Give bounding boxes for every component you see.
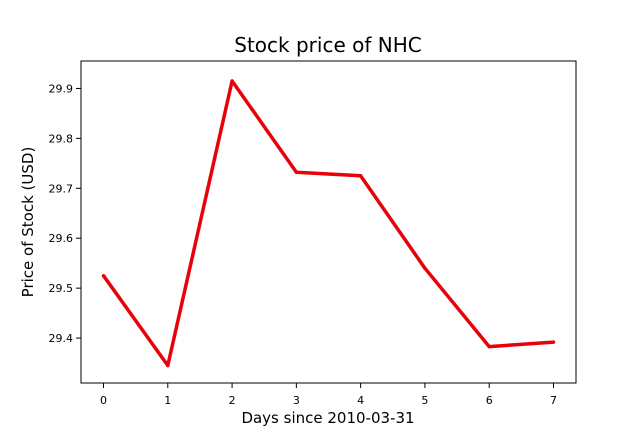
- x-tick-label: 2: [229, 394, 236, 407]
- y-axis-ticks: 29.4 29.5 29.6 29.7 29.8 29.9: [49, 82, 81, 345]
- data-point: [358, 174, 363, 178]
- data-point: [487, 344, 491, 349]
- x-tick-label: 5: [421, 394, 428, 407]
- data-point: [423, 266, 427, 270]
- y-tick-label: 29.8: [49, 132, 74, 145]
- series-layer: [101, 79, 556, 368]
- data-point: [294, 170, 299, 175]
- y-tick-label: 29.9: [49, 82, 74, 95]
- data-point: [101, 273, 106, 278]
- x-tick-label: 1: [164, 394, 171, 407]
- x-tick-label: 7: [550, 394, 557, 407]
- x-axis-ticks: 0 1 2 3 4 5 6 7: [100, 383, 557, 407]
- data-point: [551, 340, 556, 344]
- y-tick-label: 29.4: [49, 332, 74, 345]
- x-tick-label: 4: [357, 394, 364, 407]
- y-tick-label: 29.6: [49, 232, 74, 245]
- y-tick-label: 29.7: [49, 182, 74, 195]
- plot-area: [80, 60, 577, 384]
- x-tick-label: 6: [486, 394, 493, 407]
- chart-title: Stock price of NHC: [234, 33, 421, 57]
- x-tick-label: 0: [100, 394, 107, 407]
- y-tick-label: 29.5: [49, 282, 74, 295]
- data-point: [230, 79, 234, 83]
- x-tick-label: 3: [293, 394, 300, 407]
- data-point: [166, 363, 170, 368]
- series-line: [102, 79, 554, 368]
- y-axis-label: Price of Stock (USD): [19, 147, 37, 298]
- x-axis-label: Days since 2010-03-31: [241, 409, 414, 427]
